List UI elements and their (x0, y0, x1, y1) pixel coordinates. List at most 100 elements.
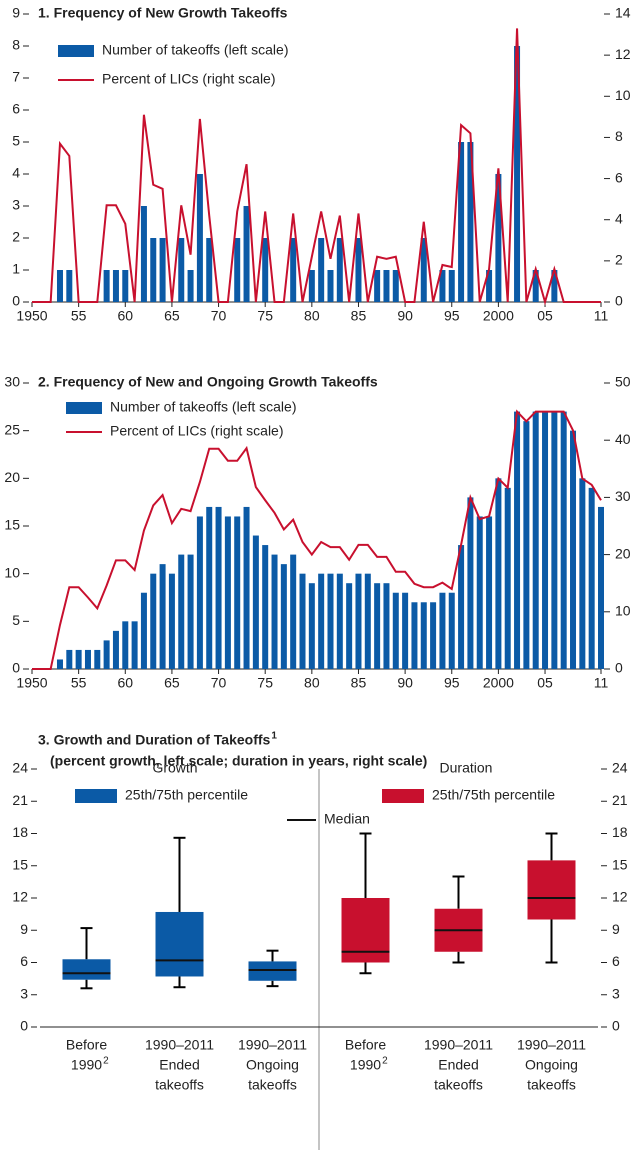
bar (140, 592, 147, 669)
bar (346, 583, 353, 669)
bar (383, 583, 390, 669)
bar (570, 430, 577, 669)
category-note: 2 (103, 1056, 109, 1067)
bar (598, 506, 604, 669)
bar (94, 649, 101, 669)
legend-swatch (75, 789, 117, 803)
x-tick-label: 11 (594, 675, 609, 691)
x-tick-label: 70 (211, 308, 227, 324)
box (248, 961, 297, 981)
bar (290, 238, 297, 302)
bar (318, 238, 325, 302)
bar (159, 238, 166, 302)
y2-tick-label: 40 (615, 431, 631, 447)
bar (486, 516, 493, 669)
y-tick-label: 15 (4, 517, 20, 533)
bar (215, 506, 222, 669)
bar (374, 270, 381, 302)
x-tick-label: 75 (257, 675, 273, 691)
category-label: Before (345, 1037, 386, 1053)
legend-label: Percent of LICs (right scale) (102, 71, 276, 87)
x-tick-label: 65 (164, 308, 180, 324)
bar (467, 142, 474, 302)
bar (103, 270, 110, 302)
bar (588, 487, 595, 669)
y-tick-label: 3 (20, 985, 28, 1001)
y-tick-label: 9 (12, 5, 20, 21)
x-tick-label: 1950 (16, 675, 47, 691)
y2-tick-label: 18 (612, 824, 628, 840)
y-tick-label: 0 (12, 660, 20, 676)
x-tick-label: 05 (537, 675, 553, 691)
bar (84, 649, 91, 669)
chart-title: 2. Frequency of New and Ongoing Growth T… (38, 374, 378, 390)
bar (560, 411, 567, 669)
bar (56, 270, 63, 302)
bar (458, 142, 465, 302)
y2-tick-label: 3 (612, 985, 620, 1001)
legend-label: Number of takeoffs (left scale) (102, 42, 288, 58)
y2-tick-label: 6 (615, 169, 623, 185)
bar (66, 270, 73, 302)
category-label: 1990–2011 (424, 1037, 493, 1053)
x-tick-label: 2000 (483, 675, 514, 691)
category-label: takeoffs (248, 1077, 297, 1093)
x-tick-label: 85 (351, 308, 367, 324)
legend-label: 25th/75th percentile (432, 787, 555, 803)
category-label: 1990–2011 (145, 1037, 214, 1053)
y-tick-label: 12 (12, 889, 28, 905)
x-tick-label: 80 (304, 675, 320, 691)
category-label: Ongoing (525, 1057, 578, 1073)
bar (392, 592, 399, 669)
y2-tick-label: 20 (615, 545, 631, 561)
x-tick-label: 80 (304, 308, 320, 324)
bar (383, 270, 390, 302)
bar (206, 238, 213, 302)
bar (66, 649, 73, 669)
bar (392, 270, 399, 302)
y2-tick-label: 10 (615, 603, 631, 619)
bar (420, 238, 427, 302)
bar (234, 238, 241, 302)
bar (75, 649, 82, 669)
bar (336, 573, 343, 669)
y-tick-label: 4 (12, 165, 20, 181)
y-tick-label: 21 (12, 792, 28, 808)
y2-tick-label: 12 (612, 889, 628, 905)
x-tick-label: 70 (211, 675, 227, 691)
y-tick-label: 24 (12, 760, 28, 776)
category-label: Ended (438, 1057, 478, 1073)
x-tick-label: 75 (257, 308, 273, 324)
category-label: 1990 (71, 1057, 102, 1073)
y2-tick-label: 15 (612, 856, 628, 872)
bar (514, 46, 521, 302)
legend-swatch (382, 789, 424, 803)
y-tick-label: 7 (12, 69, 20, 85)
bar (374, 583, 381, 669)
bar (178, 554, 185, 669)
category-label: takeoffs (527, 1077, 576, 1093)
category-note: 2 (382, 1056, 388, 1067)
y-tick-label: 0 (20, 1018, 28, 1034)
y2-tick-label: 50 (615, 374, 631, 390)
category-label: takeoffs (155, 1077, 204, 1093)
bar (355, 238, 362, 302)
bar (495, 174, 502, 302)
bar (355, 573, 362, 669)
x-tick-label: 95 (444, 675, 460, 691)
chart-title: 3. Growth and Duration of Takeoffs (38, 732, 271, 748)
x-tick-label: 65 (164, 675, 180, 691)
bar (150, 238, 157, 302)
bar (187, 554, 194, 669)
y2-tick-label: 0 (615, 293, 623, 309)
bar (579, 478, 586, 669)
box (527, 860, 576, 920)
bar (420, 602, 427, 669)
x-tick-label: 05 (537, 308, 553, 324)
x-tick-label: 60 (117, 308, 133, 324)
bar (327, 573, 334, 669)
y-tick-label: 1 (12, 261, 20, 277)
bar (308, 270, 315, 302)
bar (262, 545, 269, 669)
bar (168, 573, 175, 669)
